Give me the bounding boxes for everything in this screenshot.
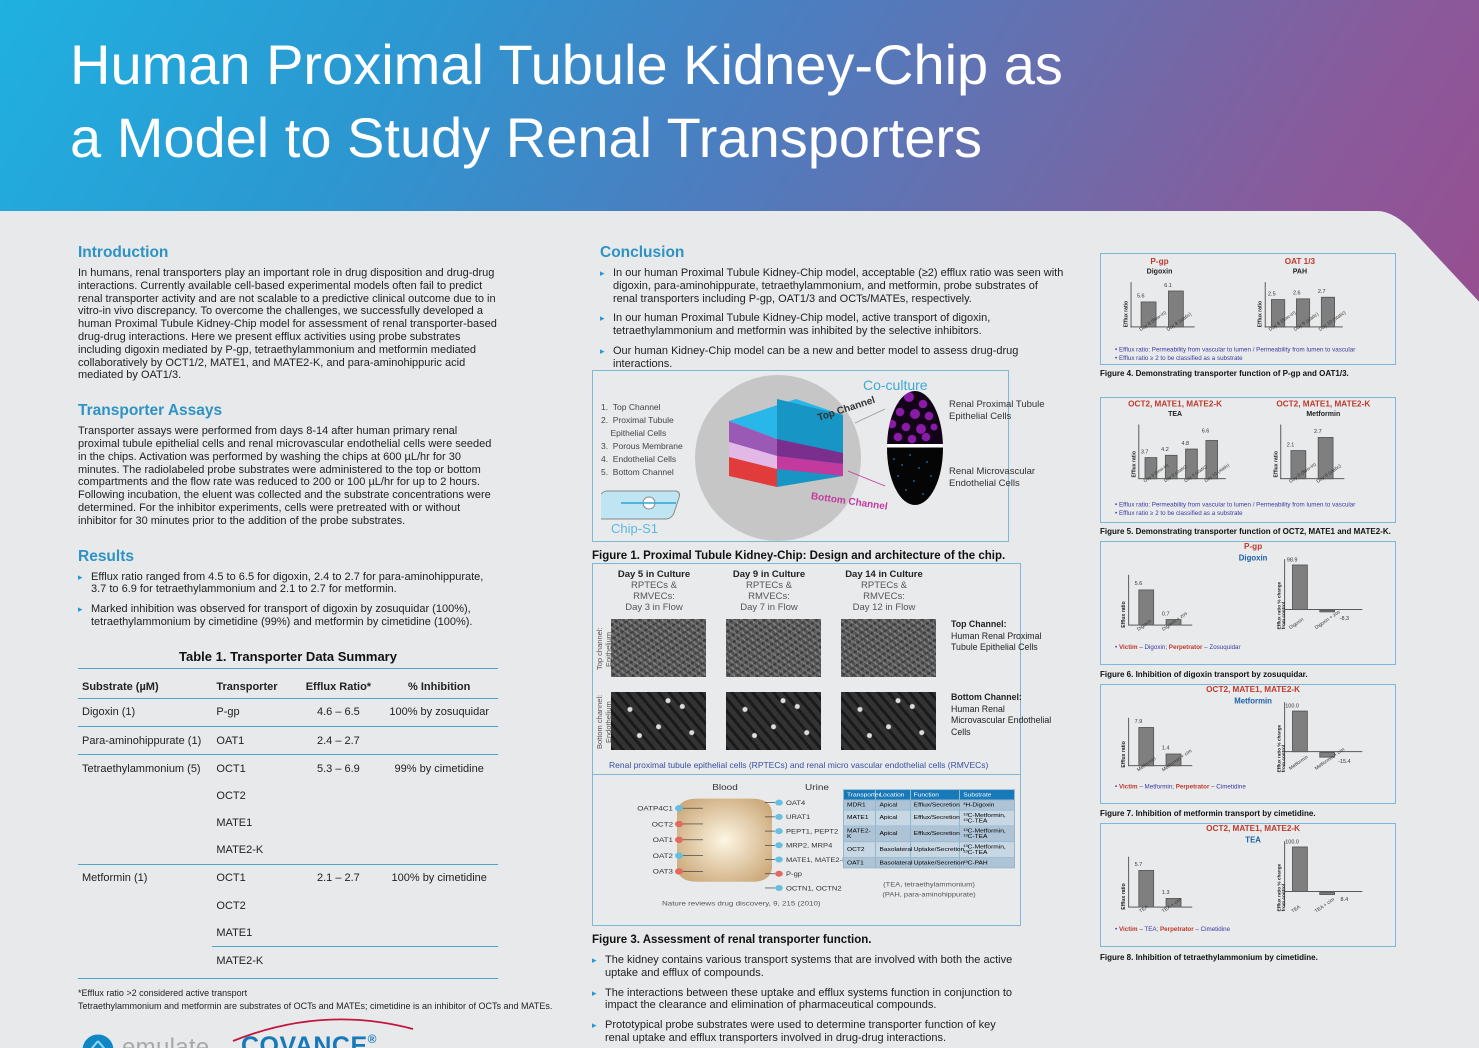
svg-text:OAT3: OAT3 <box>653 868 673 876</box>
svg-text:Urine: Urine <box>805 783 829 792</box>
svg-text:OCTN1, OCTN2: OCTN1, OCTN2 <box>786 886 842 892</box>
svg-text:OATP4C1: OATP4C1 <box>637 804 673 812</box>
svg-text:OCT2: OCT2 <box>652 820 673 828</box>
svg-text:OAT4: OAT4 <box>786 801 805 807</box>
svg-text:Nature reviews drug discovery,: Nature reviews drug discovery, 9, 215 (2… <box>662 899 821 907</box>
svg-text:OAT2: OAT2 <box>653 852 673 860</box>
svg-text:OAT1: OAT1 <box>653 836 673 844</box>
svg-text:PEPT1, PEPT2: PEPT1, PEPT2 <box>786 829 838 835</box>
svg-text:Blood: Blood <box>712 783 738 792</box>
svg-text:URAT1: URAT1 <box>786 815 811 821</box>
svg-text:MATE1, MATE2-K: MATE1, MATE2-K <box>786 858 848 864</box>
svg-text:MRP2, MRP4: MRP2, MRP4 <box>786 843 833 849</box>
svg-text:P-gp: P-gp <box>786 872 802 878</box>
